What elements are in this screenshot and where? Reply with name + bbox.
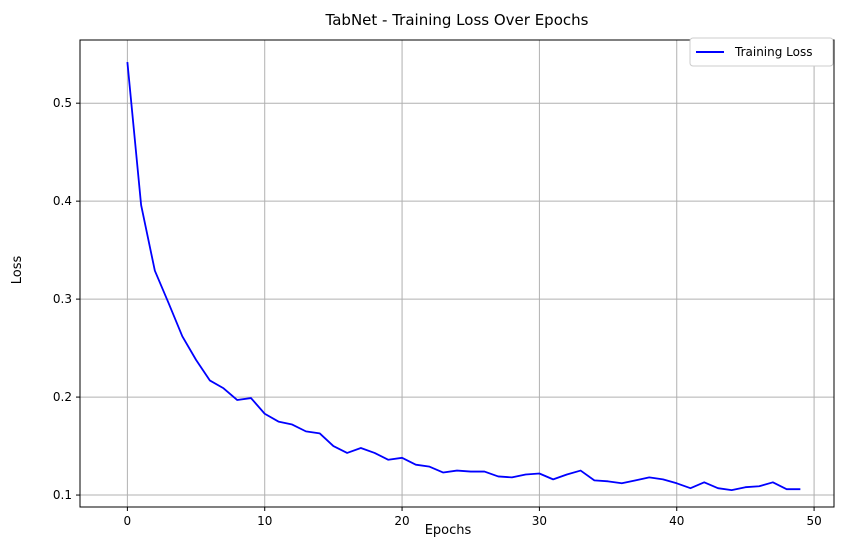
plot-frame [79, 39, 835, 508]
chart-title: TabNet - Training Loss Over Epochs [325, 11, 589, 29]
legend-label-training-loss: Training Loss [734, 45, 812, 59]
y-tick-label: 0.4 [53, 194, 72, 208]
x-tick-label: 10 [257, 514, 272, 528]
x-tick-label: 0 [124, 514, 132, 528]
grid [80, 40, 834, 507]
y-axis-label: Loss [10, 256, 25, 285]
y-tick-label: 0.3 [53, 292, 72, 306]
x-axis-label: Epochs [425, 523, 472, 538]
y-tick-label: 0.5 [53, 96, 72, 110]
legend-box [689, 37, 834, 67]
legend: Training Loss [689, 37, 834, 67]
x-tick-label: 50 [806, 514, 821, 528]
y-tick-label: 0.2 [53, 390, 72, 404]
y-tick-label: 0.1 [53, 488, 72, 502]
ticks: 0 10 20 30 40 50 0.1 0.2 0.3 0.4 0.5 [53, 96, 822, 528]
series-line-training-loss [126, 61, 801, 492]
x-tick-label: 40 [669, 514, 684, 528]
x-tick-label: 30 [532, 514, 547, 528]
series-layer [126, 61, 801, 492]
x-tick-label: 20 [394, 514, 409, 528]
